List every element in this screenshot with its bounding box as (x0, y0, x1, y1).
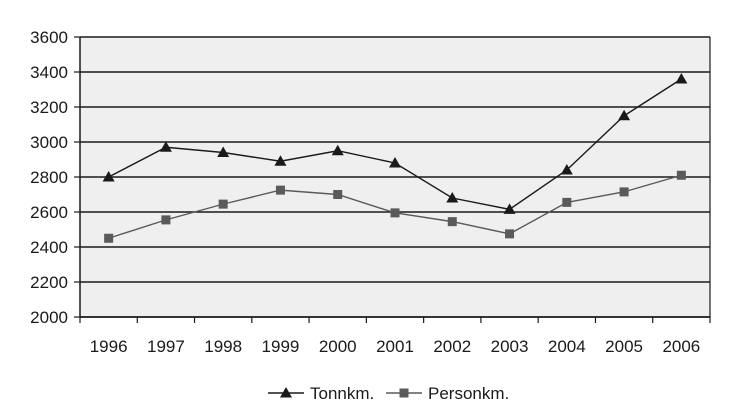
y-tick-label: 3400 (30, 63, 68, 82)
y-tick-label: 3200 (30, 98, 68, 117)
data-point-marker (619, 187, 629, 197)
data-point-marker (390, 208, 400, 218)
x-tick-label: 2000 (319, 337, 357, 356)
y-tick-label: 2000 (30, 308, 68, 327)
x-tick-label: 1996 (90, 337, 128, 356)
data-point-marker (676, 170, 686, 180)
data-point-marker (503, 203, 516, 214)
data-point-marker (560, 164, 573, 175)
data-point-marker (505, 229, 515, 239)
data-point-marker (217, 146, 230, 157)
x-tick-label: 1997 (147, 337, 185, 356)
legend-item: Tonnkm. (268, 384, 374, 403)
y-tick-label: 2200 (30, 273, 68, 292)
legend-marker (399, 388, 409, 398)
x-tick-label: 1999 (262, 337, 300, 356)
x-tick-label: 1998 (204, 337, 242, 356)
data-point-marker (275, 185, 285, 195)
data-point-marker (389, 157, 401, 168)
data-point-marker (675, 73, 688, 84)
x-tick-label: 2002 (433, 337, 471, 356)
data-point-marker (161, 215, 171, 225)
data-point-marker (562, 197, 572, 207)
legend-item: Personkm. (386, 384, 509, 403)
y-axis-ticks: 2000 2200 2400 2600 2800 3000 3200 3400 3600 (30, 28, 80, 327)
data-point-marker (333, 190, 343, 199)
series-tonnkm (102, 73, 688, 214)
series-layer (102, 73, 688, 243)
legend-label: Tonnkm. (310, 384, 374, 403)
legend: Tonnkm. Personkm. (268, 384, 509, 403)
data-point-marker (331, 144, 344, 156)
data-point-marker (159, 141, 172, 152)
y-tick-label: 2600 (30, 203, 68, 222)
legend-label: Personkm. (428, 384, 509, 403)
x-tick-label: 2005 (605, 337, 643, 356)
data-point-marker (447, 217, 457, 227)
x-tick-label: 2006 (662, 337, 700, 356)
legend-marker (280, 387, 292, 398)
data-point-marker (446, 192, 459, 203)
data-point-marker (618, 109, 631, 121)
y-tick-label: 3600 (30, 28, 68, 47)
data-point-marker (218, 199, 228, 209)
series-personkm (104, 170, 686, 243)
data-point-marker (102, 171, 115, 182)
x-tick-label: 2001 (376, 337, 414, 356)
y-tick-label: 2400 (30, 238, 68, 257)
x-tick-label: 2003 (491, 337, 529, 356)
y-tick-label: 3000 (30, 133, 68, 152)
x-tick-label: 2004 (548, 337, 586, 356)
data-point-marker (274, 155, 287, 166)
x-axis-ticks: 1996 1997 1998 1999 2000 2001 2002 2003 2004 2005… (79, 317, 711, 356)
data-point-marker (104, 233, 114, 243)
y-tick-label: 2800 (30, 168, 68, 187)
